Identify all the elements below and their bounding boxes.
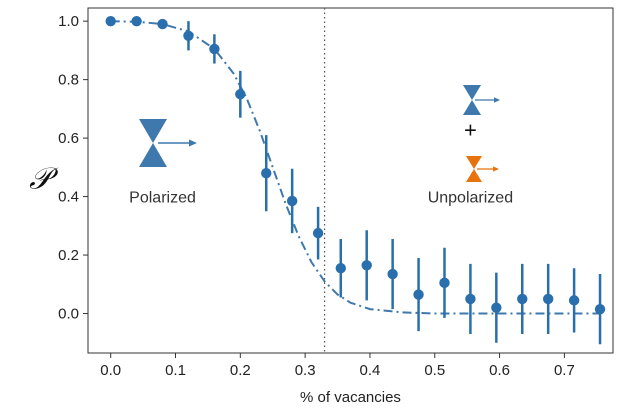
x-axis-label: % of vacancies	[300, 389, 401, 406]
data-point	[568, 295, 580, 306]
unpolarized-blue-spin-icon	[463, 85, 500, 115]
plot-frame	[87, 7, 614, 354]
fit-group	[110, 20, 600, 315]
data-point	[261, 167, 272, 179]
polarized-spin-icon	[139, 119, 197, 167]
fit-curve	[110, 20, 600, 315]
x-tick-label: 0.4	[360, 362, 381, 379]
data-point	[517, 293, 528, 305]
x-tick-label: 0.7	[554, 362, 575, 379]
data-point	[183, 30, 194, 41]
x-tick-label: 0.0	[100, 362, 121, 379]
data-point	[131, 15, 142, 27]
data-point	[594, 303, 606, 315]
data-point	[312, 227, 324, 239]
data-point	[413, 289, 424, 300]
data-point	[286, 195, 298, 207]
x-tick-label: 0.3	[295, 362, 316, 379]
annotation-group: Polarized Unpolarized +	[129, 85, 513, 207]
data-point	[387, 268, 398, 280]
data-point	[465, 293, 476, 305]
y-tick-label: 0.2	[58, 247, 79, 264]
region-label: Unpolarized	[428, 190, 513, 207]
axes	[87, 7, 614, 354]
point-group	[105, 15, 606, 315]
y-tick-label: 0.6	[58, 130, 79, 147]
y-tick-label: 0.0	[58, 306, 79, 323]
data-point	[491, 302, 502, 313]
x-tick-label: 0.6	[489, 362, 510, 379]
data-point	[335, 263, 346, 274]
y-axis-label: 𝒫	[29, 162, 59, 197]
data-point	[361, 260, 372, 271]
x-tick-label: 0.5	[424, 362, 445, 379]
unpolarized-orange-spin-icon	[466, 156, 499, 182]
data-point	[157, 18, 168, 30]
data-point	[235, 89, 246, 100]
y-tick-label: 1.0	[58, 13, 79, 30]
errorbar-group	[187, 21, 602, 345]
data-point	[105, 15, 116, 27]
data-point	[542, 293, 554, 305]
tick-group: 0.0 0.1 0.2 0.3 0.4 0.5 0.6 0.7 0.0 0.2 0.4 0.6 0.8 1…	[58, 13, 575, 379]
x-tick-label: 0.2	[230, 362, 251, 379]
data-point	[439, 277, 450, 289]
plus-label: +	[464, 117, 477, 142]
x-tick-label: 0.1	[165, 362, 186, 379]
y-tick-label: 0.8	[58, 72, 79, 89]
data-point	[209, 43, 220, 55]
region-label: Polarized	[129, 190, 196, 207]
y-tick-label: 0.4	[58, 189, 79, 206]
